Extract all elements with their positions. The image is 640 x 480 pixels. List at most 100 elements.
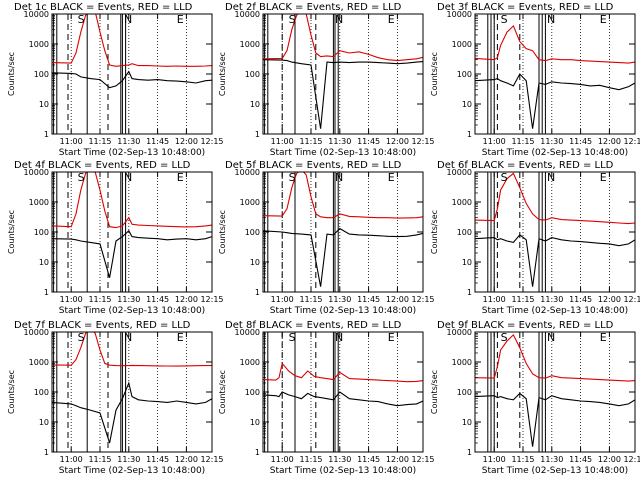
marker-label: S [289,331,296,344]
y-tick-label: 10000 [235,10,260,19]
marker-label: E [177,13,184,26]
marker-label: E [600,171,607,184]
x-tick-label: 11:15 [511,137,534,146]
x-tick-label: 11:15 [511,455,534,464]
marker-label: E [177,331,184,344]
y-tick-label: 10000 [24,10,49,19]
y-tick-label: 1 [467,130,472,139]
lld-series-line [263,362,423,383]
y-tick-label: 10 [250,258,260,267]
y-tick-label: 1 [255,288,260,297]
chart-title: Det 7f BLACK = Events, RED = LLD [14,320,191,331]
y-tick-label: 1 [44,448,49,457]
y-tick-label: 1 [255,448,260,457]
marker-label: N [335,171,343,184]
x-tick-label: 11:45 [357,455,380,464]
x-tick-label: 11:15 [299,137,322,146]
y-tick-label: 1 [44,130,49,139]
y-tick-label: 100 [245,388,260,397]
x-axis-label: Start Time (02-Sep-13 10:48:00) [270,306,416,316]
x-axis-label: Start Time (02-Sep-13 10:48:00) [59,466,205,476]
y-tick-label: 1000 [29,358,49,367]
x-tick-label: 11:00 [60,295,83,304]
x-tick-label: 11:00 [271,455,294,464]
x-tick-label: 11:00 [483,137,506,146]
chart-panel-6: Det 6f BLACK = Events, RED = LLD 11:00 11:… [430,160,640,316]
y-tick-label: 10000 [447,168,472,177]
marker-label: S [501,171,508,184]
chart-panel-9: Det 9f BLACK = Events, RED = LLD 11:00 11:… [430,320,640,476]
marker-label: N [547,331,555,344]
marker-label: N [335,331,343,344]
y-tick-label: 10000 [235,168,260,177]
x-tick-label: 11:30 [328,455,351,464]
x-axis-label: Start Time (02-Sep-13 10:48:00) [59,148,205,158]
y-tick-label: 1 [467,448,472,457]
marker-label: E [388,171,395,184]
marker-label: S [78,171,85,184]
x-tick-label: 12:00 [598,137,621,146]
y-tick-label: 10 [39,418,49,427]
plot-frame [262,13,424,135]
marker-label: N [124,171,132,184]
x-tick-label: 11:00 [60,137,83,146]
marker-label: N [124,13,132,26]
x-tick-label: 11:15 [88,295,111,304]
chart-title: Det 1c BLACK = Events, RED = LLD [14,2,193,13]
plot-frame [51,331,213,453]
plot-frame [262,331,424,453]
y-tick-label: 100 [34,228,49,237]
x-tick-label: 12:15 [411,455,434,464]
y-tick-label: 1 [255,130,260,139]
events-series-line [475,73,635,129]
x-tick-label: 11:30 [540,455,563,464]
y-tick-label: 10 [39,100,49,109]
x-tick-label: 11:30 [540,137,563,146]
x-axis-label: Start Time (02-Sep-13 10:48:00) [59,306,205,316]
y-tick-label: 10000 [24,328,49,337]
marker-label: S [289,171,296,184]
y-tick-label: 100 [245,70,260,79]
x-tick-label: 12:00 [598,295,621,304]
x-tick-label: 12:00 [175,137,198,146]
y-axis-label: Counts/sec [7,210,16,254]
x-tick-label: 11:15 [88,455,111,464]
x-tick-label: 11:45 [357,137,380,146]
x-tick-label: 11:30 [117,455,140,464]
x-tick-label: 12:15 [411,295,434,304]
x-tick-label: 12:15 [200,295,223,304]
y-tick-label: 100 [457,388,472,397]
x-tick-label: 12:00 [175,455,198,464]
y-axis-label: Counts/sec [430,370,439,414]
marker-label: E [388,331,395,344]
x-tick-label: 12:15 [623,295,640,304]
x-tick-label: 11:00 [483,455,506,464]
y-tick-label: 1000 [240,358,260,367]
plot-frame [51,171,213,293]
x-tick-label: 12:00 [175,295,198,304]
y-tick-label: 1000 [240,40,260,49]
y-axis-label: Counts/sec [218,210,227,254]
lld-series-line [263,172,423,219]
events-series-line [52,70,212,89]
y-tick-label: 10 [462,258,472,267]
y-tick-label: 10000 [235,328,260,337]
chart-title: Det 3f BLACK = Events, RED = LLD [437,2,614,13]
y-tick-label: 1000 [452,198,472,207]
chart-title: Det 9f BLACK = Events, RED = LLD [437,320,614,331]
x-tick-label: 11:45 [569,455,592,464]
x-tick-label: 11:45 [146,137,169,146]
lld-series-line [52,14,212,67]
chart-title: Det 4f BLACK = Events, RED = LLD [14,160,191,171]
x-tick-label: 11:30 [328,295,351,304]
y-tick-label: 1000 [452,358,472,367]
marker-label: S [78,13,85,26]
x-tick-label: 11:15 [511,295,534,304]
chart-panel-2: Det 2f BLACK = Events, RED = LLD 11:00 11:… [218,2,435,158]
marker-label: S [501,331,508,344]
x-tick-label: 12:15 [200,137,223,146]
y-axis-label: Counts/sec [430,210,439,254]
y-tick-label: 1000 [29,198,49,207]
chart-panel-4: Det 4f BLACK = Events, RED = LLD 11:00 11:… [7,160,224,316]
chart-panel-5: Det 5f BLACK = Events, RED = LLD 11:00 11:… [218,160,435,316]
